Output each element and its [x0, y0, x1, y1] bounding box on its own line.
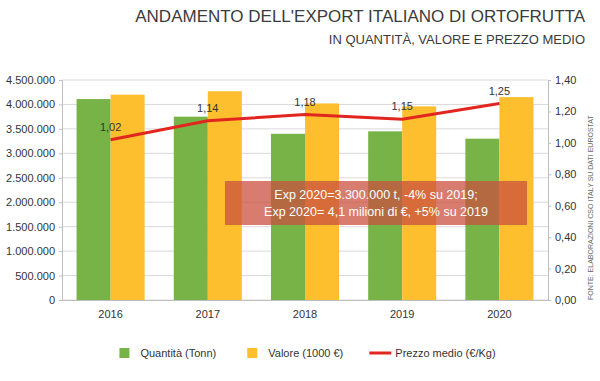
subtitle: IN QUANTITÀ, VALORE E PREZZO MEDIO [329, 32, 585, 47]
legend-swatch [119, 348, 129, 358]
tick-mark [59, 104, 62, 105]
tick-mark [548, 237, 551, 238]
tick-mark [59, 202, 62, 203]
tick: 2.500.000 [6, 172, 62, 184]
axis-line [549, 81, 552, 301]
tick: 1.000.000 [6, 245, 62, 257]
data-label: 1,14 [197, 102, 218, 114]
data-label: 1,18 [294, 96, 315, 108]
tick-label: 2.500.000 [6, 172, 55, 184]
tick-mark [548, 269, 551, 270]
tick: 1.500.000 [6, 221, 62, 233]
tick-label: 0,80 [555, 168, 576, 180]
annotation-text: Exp 2020= 4,1 milioni di €, +5% su 2019 [264, 205, 488, 219]
tick-label: 2019 [390, 308, 414, 320]
tick: 2016 [98, 300, 122, 320]
tick: 2018 [293, 300, 317, 320]
tick: 1,40 [548, 74, 576, 86]
tick: 0 [49, 294, 62, 306]
legend-item: Valore (1000 €) [247, 347, 343, 359]
tick-mark [59, 153, 62, 154]
tick-label: 3.000.000 [6, 147, 55, 159]
tick-label: 2020 [487, 308, 511, 320]
tick-mark [548, 143, 551, 144]
grid-line [62, 80, 548, 81]
legend-item: Prezzo medio (€/Kg) [369, 347, 495, 359]
tick-mark [548, 80, 551, 81]
tick: 500.000 [15, 270, 62, 282]
tick-mark [59, 178, 62, 179]
data-label: 1,25 [489, 85, 510, 97]
tick-label: 0,60 [555, 200, 576, 212]
tick: 2017 [196, 300, 220, 320]
tick: 0,60 [548, 200, 576, 212]
legend-label: Valore (1000 €) [268, 347, 343, 359]
tick-label: 500.000 [15, 270, 55, 282]
marks [77, 91, 534, 300]
tick-mark [548, 111, 551, 112]
tick-label: 0,00 [555, 294, 576, 306]
tick-mark [59, 80, 62, 81]
y-axis: 0 500.000 1.000.000 1.500.000 2.000.000 2.500… [6, 74, 62, 306]
tick-label: 2018 [293, 308, 317, 320]
tick-label: 1.000.000 [6, 245, 55, 257]
line [111, 104, 500, 140]
y2-axis: 0,00 0,20 0,40 0,60 0,80 1,00 1,20 1,40 [548, 74, 576, 306]
legend-item: Quantità (Tonn) [119, 347, 216, 359]
tick-mark [548, 206, 551, 207]
tick-mark [59, 276, 62, 277]
tick: 0,80 [548, 168, 576, 180]
tick-mark [59, 227, 62, 228]
tick-label: 1,40 [555, 74, 576, 86]
tick-label: 0 [49, 294, 55, 306]
tick-label: 3.500.000 [6, 123, 55, 135]
annotation-text: Exp 2020=3.300.000 t, -4% su 2019; [274, 188, 477, 202]
tick-label: 2016 [98, 308, 122, 320]
tick: 2.000.000 [6, 196, 62, 208]
axis-line [59, 81, 63, 301]
tick-mark [59, 300, 62, 301]
tick: 0,20 [548, 263, 576, 275]
annotation: Exp 2020=3.300.000 t, -4% su 2019; Exp 20… [225, 181, 527, 225]
tick-label: 1,00 [555, 137, 576, 149]
tick: 4.000.000 [6, 98, 62, 110]
legend-label: Prezzo medio (€/Kg) [395, 347, 495, 359]
source: FONTE: ELABORAZIONI CSO ITALY SU DATI EU… [587, 115, 594, 300]
bar [174, 117, 208, 300]
tick-label: 1.500.000 [6, 221, 55, 233]
tick: 4.500.000 [6, 74, 62, 86]
grid [62, 80, 548, 300]
tick: 3.500.000 [6, 123, 62, 135]
tick: 0,00 [548, 294, 576, 306]
tick-label: 0,20 [555, 263, 576, 275]
x-axis: 2016 2017 2018 2019 2020 [63, 300, 549, 320]
legend-swatch [247, 348, 257, 358]
tick-label: 1,20 [555, 105, 576, 117]
tick: 1,20 [548, 105, 576, 117]
title: ANDAMENTO DELL'EXPORT ITALIANO DI ORTOFR… [135, 7, 585, 26]
axis-line [63, 300, 549, 301]
tick-label: 2017 [196, 308, 220, 320]
tick-label: 2.000.000 [6, 196, 55, 208]
tick: 1,00 [548, 137, 576, 149]
legend-swatch [369, 352, 391, 355]
tick-mark [59, 129, 62, 130]
data-label: 1,15 [391, 100, 412, 112]
tick-label: 0,40 [555, 231, 576, 243]
chart: ANDAMENTO DELL'EXPORT ITALIANO DI ORTOFR… [0, 0, 600, 381]
annotation-box [225, 181, 527, 225]
tick: 2019 [390, 300, 414, 320]
tick-mark [59, 251, 62, 252]
data-label: 1,02 [100, 121, 121, 133]
tick-label: 4.500.000 [6, 74, 55, 86]
legend: Quantità (Tonn) Valore (1000 €) Prezzo med… [119, 347, 495, 359]
tick: 2020 [487, 300, 511, 320]
tick: 0,40 [548, 231, 576, 243]
tick-label: 4.000.000 [6, 98, 55, 110]
tick: 3.000.000 [6, 147, 62, 159]
legend-label: Quantità (Tonn) [140, 347, 216, 359]
data-labels: 1,02 1,14 1,18 1,15 1,25 [100, 85, 510, 133]
tick-mark [548, 174, 551, 175]
